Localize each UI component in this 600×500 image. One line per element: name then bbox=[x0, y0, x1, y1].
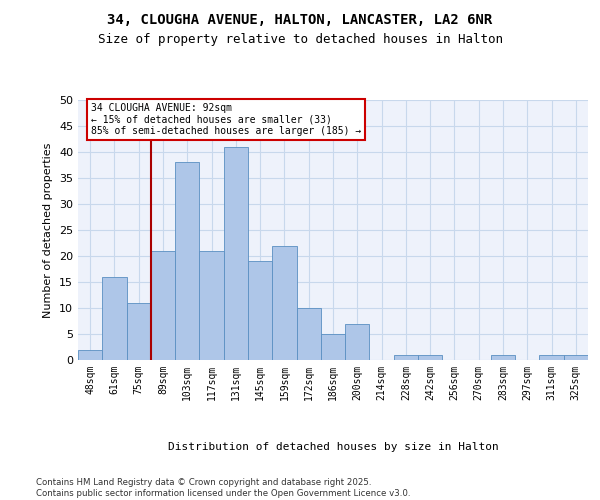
Bar bbox=[175, 162, 199, 360]
Bar bbox=[127, 303, 151, 360]
Bar bbox=[224, 147, 248, 360]
Bar bbox=[272, 246, 296, 360]
Bar bbox=[321, 334, 345, 360]
Text: Distribution of detached houses by size in Halton: Distribution of detached houses by size … bbox=[167, 442, 499, 452]
Bar bbox=[151, 251, 175, 360]
Bar bbox=[199, 251, 224, 360]
Y-axis label: Number of detached properties: Number of detached properties bbox=[43, 142, 53, 318]
Text: 34 CLOUGHA AVENUE: 92sqm
← 15% of detached houses are smaller (33)
85% of semi-d: 34 CLOUGHA AVENUE: 92sqm ← 15% of detach… bbox=[91, 102, 361, 136]
Bar bbox=[78, 350, 102, 360]
Bar bbox=[564, 355, 588, 360]
Text: Contains HM Land Registry data © Crown copyright and database right 2025.
Contai: Contains HM Land Registry data © Crown c… bbox=[36, 478, 410, 498]
Bar bbox=[394, 355, 418, 360]
Bar bbox=[345, 324, 370, 360]
Bar bbox=[248, 261, 272, 360]
Bar bbox=[491, 355, 515, 360]
Bar bbox=[539, 355, 564, 360]
Text: 34, CLOUGHA AVENUE, HALTON, LANCASTER, LA2 6NR: 34, CLOUGHA AVENUE, HALTON, LANCASTER, L… bbox=[107, 12, 493, 26]
Bar bbox=[296, 308, 321, 360]
Text: Size of property relative to detached houses in Halton: Size of property relative to detached ho… bbox=[97, 32, 503, 46]
Bar bbox=[102, 277, 127, 360]
Bar bbox=[418, 355, 442, 360]
